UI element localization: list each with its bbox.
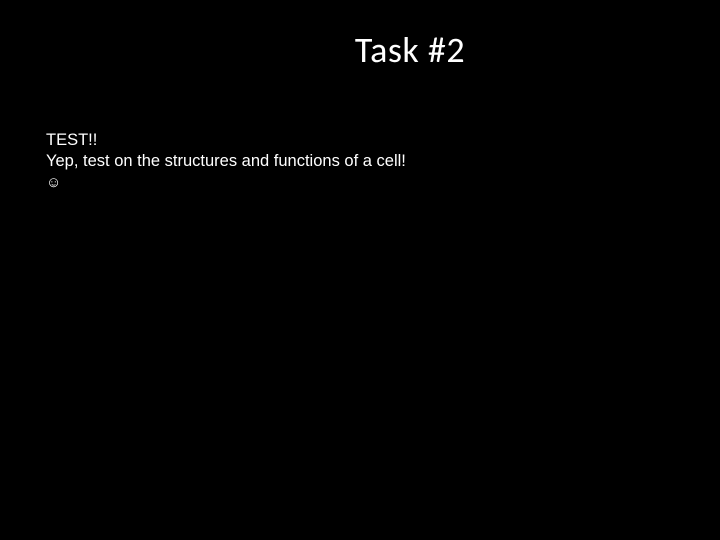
body-line-2: Yep, test on the structures and function… — [46, 151, 406, 172]
slide-container: Task #2 TEST!! Yep, test on the structur… — [0, 0, 720, 540]
body-line-1: TEST!! — [46, 130, 406, 151]
smiley-icon: ☺ — [46, 173, 406, 193]
slide-body: TEST!! Yep, test on the structures and f… — [46, 130, 406, 192]
slide-title: Task #2 — [0, 0, 720, 72]
